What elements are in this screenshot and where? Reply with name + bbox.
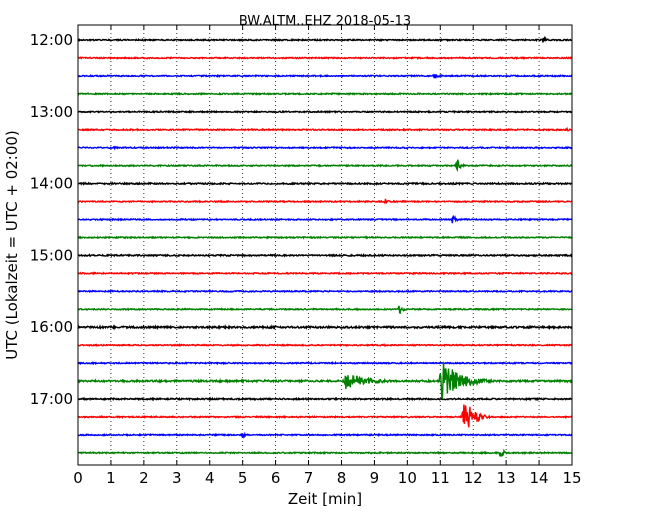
y-axis-ticks: 12:00 13:00 14:00 15:00 16:00 17:00 [30,31,572,408]
trace-17:00 [77,396,573,402]
y-tick-label: 16:00 [30,318,73,336]
plot-frame [77,24,573,466]
trace-16:15 [77,343,573,348]
trace-17:30 [77,431,573,440]
x-tick-label: 2 [139,469,149,487]
x-tick-label: 13 [497,469,516,487]
trace-17:45 [77,448,573,458]
x-tick-label: 3 [172,469,182,487]
trace-13:15 [77,126,573,132]
trace-14:30 [77,215,573,224]
y-tick-label: 14:00 [30,175,73,193]
grid-lines [110,25,540,465]
x-axis-label: Zeit [min] [288,490,362,508]
x-tick-label: 12 [464,469,483,487]
trace-12:15 [77,55,572,60]
y-tick-label: 12:00 [30,31,73,49]
x-tick-label: 15 [562,469,581,487]
trace-16:30 [77,360,573,366]
trace-16:00 [77,324,573,331]
x-tick-label: 6 [271,469,281,487]
traces [77,35,573,458]
trace-15:15 [77,271,573,276]
y-axis-label: UTC (Lokalzeit = UTC + 02:00) [3,130,21,360]
trace-15:45 [77,305,573,315]
x-tick-label: 0 [73,469,83,487]
x-axis-ticks: 0 1 2 3 4 5 6 7 8 9 10 11 12 13 14 15 [73,25,582,487]
x-tick-label: 14 [530,469,549,487]
trace-12:45 [77,91,573,96]
trace-15:00 [77,253,573,258]
trace-14:00 [77,181,573,186]
y-tick-label: 17:00 [30,390,73,408]
x-tick-label: 7 [304,469,314,487]
chart-title: BW.ALTM..EHZ 2018-05-13 [239,14,411,29]
x-tick-label: 9 [370,469,380,487]
trace-13:30 [77,145,573,151]
trace-12:00 [77,35,573,43]
x-tick-label: 10 [398,469,417,487]
x-tick-label: 1 [106,469,116,487]
trace-13:45 [77,159,573,173]
trace-12:30 [77,73,573,79]
x-tick-label: 11 [431,469,450,487]
trace-14:15 [77,198,573,205]
x-tick-label: 5 [238,469,248,487]
y-tick-label: 13:00 [30,103,73,121]
y-tick-label: 15:00 [30,246,73,264]
trace-16:45 [77,361,573,400]
x-tick-label: 4 [205,469,215,487]
trace-14:45 [77,235,573,240]
x-tick-label: 8 [337,469,347,487]
trace-17:15 [77,404,573,428]
trace-15:30 [77,289,573,294]
trace-13:00 [77,109,573,114]
